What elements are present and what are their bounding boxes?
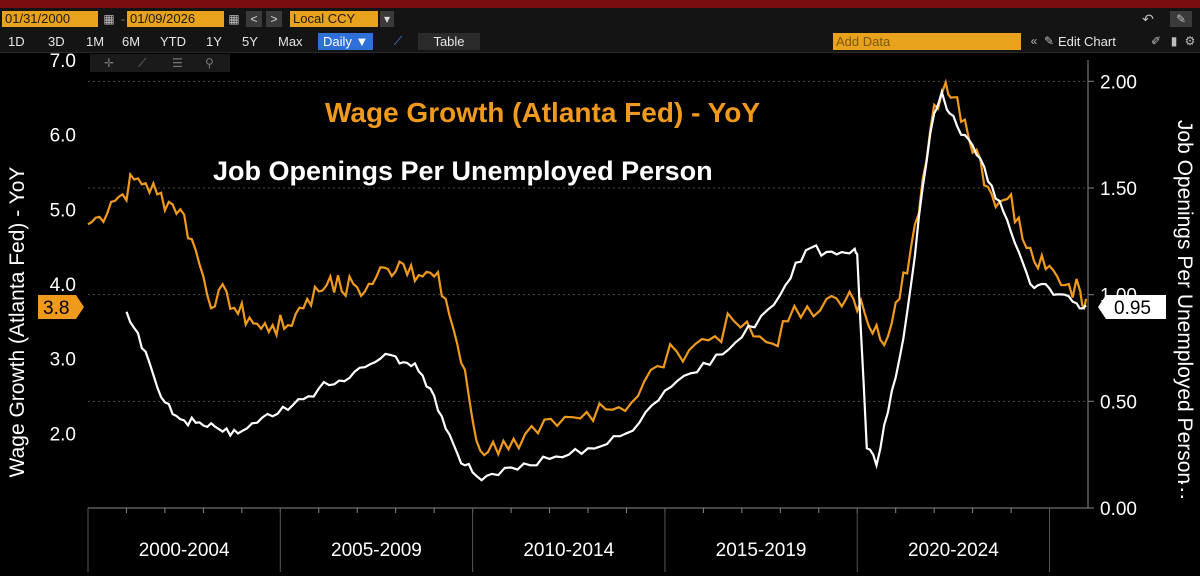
note-icon[interactable]: ☰	[172, 56, 183, 70]
line-chart-icon[interactable]: ⟋	[393, 34, 403, 48]
zoom-icon[interactable]: ⚲	[205, 56, 214, 70]
table-button[interactable]: Table	[418, 33, 480, 50]
draw-tool-icon[interactable]: ✐	[1150, 34, 1162, 48]
undo-icon[interactable]: ↶	[1142, 11, 1154, 27]
frequency-dropdown[interactable]: Daily ▼	[318, 33, 374, 50]
start-date-field[interactable]: 01/31/2000	[2, 11, 98, 27]
range-toolbar: 1D 3D 1M 6M YTD 1Y 5Y Max Daily ▼ ⟋ Tabl…	[0, 30, 1200, 53]
range-1y-button[interactable]: 1Y	[206, 34, 222, 49]
end-date-field[interactable]: 01/09/2026	[127, 11, 224, 27]
crosshair-icon[interactable]: ✛	[104, 56, 114, 70]
right-last-value-badge: 0.95	[1098, 295, 1166, 319]
x-tick-label: 2020-2024	[908, 540, 999, 561]
left-last-value-badge: 3.8	[38, 295, 84, 319]
range-1m-button[interactable]: 1M	[86, 34, 105, 49]
calendar-icon[interactable]: ▦	[103, 12, 115, 26]
prev-period-button[interactable]: <	[246, 11, 262, 27]
next-period-button[interactable]: >	[266, 11, 282, 27]
chart-area: 2000-2004 2005-2009 2010-2014 2015-2019 2020…	[6, 52, 1196, 572]
collapse-icon[interactable]: «	[1030, 34, 1038, 48]
x-tick-label: 2010-2014	[523, 540, 614, 561]
left-axis-ticks: 2.0 3.0 4.0 5.0 6.0 7.0	[50, 52, 76, 445]
left-tick-label: 5.0	[50, 200, 76, 221]
left-tick-label: 6.0	[50, 126, 76, 147]
x-tick-label: 2015-2019	[716, 540, 807, 561]
left-tick-label: 3.0	[50, 350, 76, 371]
left-axis-label: Wage Growth (Atlanta Fed) - YoY	[6, 167, 29, 478]
x-tick-label: 2000-2004	[139, 540, 230, 561]
chart-title: Wage Growth (Atlanta Fed) - YoY	[325, 97, 760, 128]
more-options-icon[interactable]: ⋮	[1172, 479, 1192, 501]
wage-growth-series-line[interactable]	[87, 78, 1088, 458]
range-5y-button[interactable]: 5Y	[242, 34, 258, 49]
right-last-value: 0.95	[1114, 298, 1151, 319]
currency-select[interactable]: Local CCY	[290, 11, 378, 27]
right-tick-label: 1.50	[1100, 179, 1137, 200]
range-ytd-button[interactable]: YTD	[160, 34, 186, 49]
mini-toolbar: ✛ ⟋ ☰ ⚲	[90, 54, 230, 72]
edit-chart-button[interactable]: Edit Chart	[1058, 34, 1116, 49]
range-max-button[interactable]: Max	[278, 34, 303, 49]
chart-subtitle: Job Openings Per Unemployed Person	[213, 156, 713, 186]
left-last-value: 3.8	[43, 298, 69, 319]
left-tick-label: 2.0	[50, 424, 76, 445]
edit-chart-icon[interactable]: ✎	[1043, 34, 1055, 48]
calendar-icon[interactable]: ▦	[228, 12, 240, 26]
left-tick-label: 4.0	[50, 275, 76, 296]
plot-area	[87, 78, 1088, 482]
date-toolbar: 01/31/2000 ▦ - 01/09/2026 ▦ < > Local CC…	[0, 8, 1200, 30]
left-tick-label: 7.0	[50, 52, 76, 72]
range-6m-button[interactable]: 6M	[122, 34, 141, 49]
bar-icon[interactable]: ▮	[1170, 34, 1178, 48]
currency-dropdown-icon[interactable]: ▾	[380, 11, 394, 27]
range-3d-button[interactable]: 3D	[48, 34, 65, 49]
edit-icon[interactable]: ✎	[1170, 11, 1192, 27]
right-tick-label: 0.50	[1100, 392, 1137, 413]
date-separator: -	[121, 12, 125, 26]
settings-gear-icon[interactable]: ⚙	[1184, 34, 1196, 48]
add-data-input[interactable]: Add Data	[833, 33, 1021, 50]
pen-icon[interactable]: ⟋	[138, 56, 147, 70]
right-axis-label: Job Openings Per Unemployed Person	[1173, 120, 1196, 484]
range-1d-button[interactable]: 1D	[8, 34, 25, 49]
right-tick-label: 0.00	[1100, 499, 1137, 520]
job-openings-series-line[interactable]	[125, 88, 1087, 482]
x-axis: 2000-2004 2005-2009 2010-2014 2015-2019 2020…	[87, 508, 1051, 572]
window-top-strip	[0, 0, 1200, 8]
x-tick-label: 2005-2009	[331, 540, 422, 561]
right-tick-label: 2.00	[1100, 72, 1137, 93]
